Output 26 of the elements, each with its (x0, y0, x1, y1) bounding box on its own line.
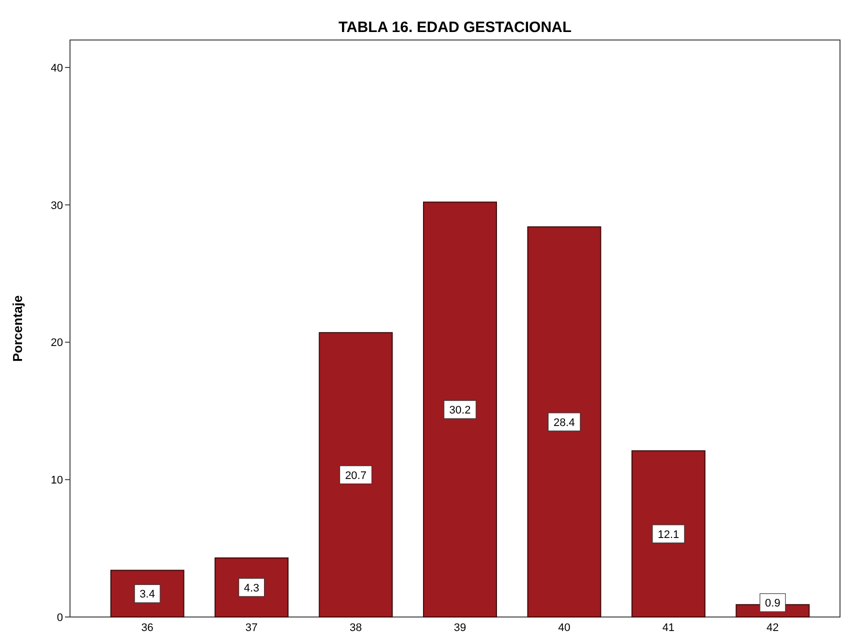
y-tick-label: 40 (50, 62, 63, 74)
bar (527, 226, 602, 618)
y-tick-label: 30 (50, 200, 63, 212)
y-axis-title: Porcentaje (10, 295, 25, 362)
x-tick-label: 39 (454, 622, 466, 634)
data-label: 3.4 (140, 588, 155, 601)
x-tick-label: 36 (141, 622, 154, 634)
y-tick-label: 20 (50, 337, 63, 350)
bar (214, 557, 289, 618)
x-tick-label: 38 (350, 622, 362, 634)
bar (423, 202, 497, 618)
data-label: 12.1 (658, 528, 680, 541)
bar (318, 332, 393, 618)
x-tick-label: 41 (662, 622, 675, 634)
data-label: 30.2 (449, 404, 471, 417)
bar (631, 450, 706, 618)
y-tick-label: 0 (56, 612, 63, 624)
data-label: 20.7 (345, 470, 366, 482)
data-label: 0.9 (765, 598, 780, 610)
y-tick-label: 10 (50, 474, 63, 487)
x-tick-label: 42 (766, 622, 779, 634)
x-tick-label: 40 (558, 622, 570, 634)
x-tick-label: 37 (245, 622, 258, 634)
chart-title: TABLA 16. EDAD GESTACIONAL (338, 19, 572, 36)
data-label: 28.4 (554, 416, 575, 429)
data-label: 4.3 (244, 582, 260, 594)
